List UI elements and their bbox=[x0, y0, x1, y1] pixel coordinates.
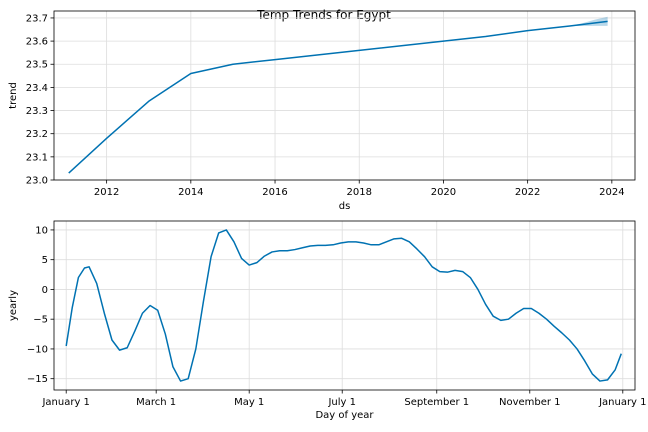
trend-x-tick-label-4: 2020 bbox=[431, 187, 456, 198]
trend-x-tick-label-6: 2024 bbox=[599, 187, 624, 198]
yearly-x-tick-label-1: March 1 bbox=[136, 397, 176, 408]
trend-y-tick-label-1: 23.1 bbox=[26, 152, 48, 163]
yearly-y-tick-label-5: −15 bbox=[27, 374, 48, 385]
yearly-x-ticks: January 1 March 1 May 1 July 1 September 1 No… bbox=[41, 390, 647, 408]
yearly-y-tick-label-3: −5 bbox=[33, 315, 48, 326]
trend-x-tick-label-1: 2014 bbox=[178, 187, 203, 198]
trend-y-tick-label-0: 23.0 bbox=[26, 176, 48, 187]
trend-line bbox=[68, 20, 608, 174]
trend-y-axis-label: trend bbox=[8, 82, 19, 109]
yearly-x-tick-label-0: January 1 bbox=[41, 397, 89, 408]
trend-y-tick-label-2: 23.2 bbox=[26, 129, 48, 140]
trend-y-tick-label-7: 23.7 bbox=[26, 13, 48, 24]
trend-frame bbox=[53, 10, 636, 181]
yearly-y-tick-label-1: 5 bbox=[42, 255, 48, 266]
trend-y-tick-label-5: 23.5 bbox=[26, 60, 48, 71]
trend-panel: 2012 2014 2016 2018 2020 2022 2024 23.023.123.… bbox=[8, 10, 636, 212]
yearly-x-tick-label-2: May 1 bbox=[234, 397, 264, 408]
trend-x-tick-label-5: 2022 bbox=[515, 187, 540, 198]
yearly-frame bbox=[53, 220, 636, 391]
trend-series-line-0 bbox=[68, 20, 608, 174]
trend-x-tick-label-0: 2012 bbox=[94, 187, 119, 198]
trend-x-ticks: 2012 2014 2016 2018 2020 2022 2024 bbox=[94, 180, 625, 198]
yearly-x-tick-label-4: September 1 bbox=[404, 397, 469, 408]
yearly-x-tick-label-6: January 1 bbox=[598, 397, 646, 408]
trend-x-tick-label-3: 2018 bbox=[347, 187, 372, 198]
yearly-grid bbox=[54, 221, 635, 390]
trend-grid bbox=[54, 11, 635, 181]
trend-uncertainty-band bbox=[569, 16, 608, 27]
yearly-x-axis-label: Day of year bbox=[315, 410, 374, 421]
figure-title: Temp Trends for Egypt bbox=[256, 8, 391, 22]
yearly-x-tick-label-3: July 1 bbox=[327, 397, 356, 408]
trend-y-tick-label-4: 23.4 bbox=[26, 83, 48, 94]
yearly-y-tick-label-0: 10 bbox=[35, 225, 48, 236]
trend-y-ticks: 23.0 23.1 23.2 23.3 23.4 23.5 23.6 23.7 bbox=[26, 13, 54, 187]
yearly-y-axis-label: yearly bbox=[8, 290, 19, 321]
trend-y-tick-label-3: 23.3 bbox=[26, 106, 48, 117]
yearly-y-tick-label-2: 0 bbox=[42, 285, 48, 296]
yearly-panel: January 1 March 1 May 1 July 1 September 1 No… bbox=[8, 220, 647, 421]
yearly-line bbox=[65, 229, 622, 382]
yearly-x-tick-label-5: November 1 bbox=[499, 397, 561, 408]
trend-band-area bbox=[569, 16, 608, 27]
yearly-y-tick-label-4: −10 bbox=[27, 344, 48, 355]
trend-x-axis-label: ds bbox=[339, 201, 351, 212]
yearly-y-ticks: 10 5 0 −5 −10 −15 bbox=[27, 225, 54, 385]
trend-x-tick-label-2: 2016 bbox=[262, 187, 287, 198]
trend-y-tick-label-6: 23.6 bbox=[26, 37, 48, 48]
yearly-series-line-0 bbox=[65, 229, 622, 382]
